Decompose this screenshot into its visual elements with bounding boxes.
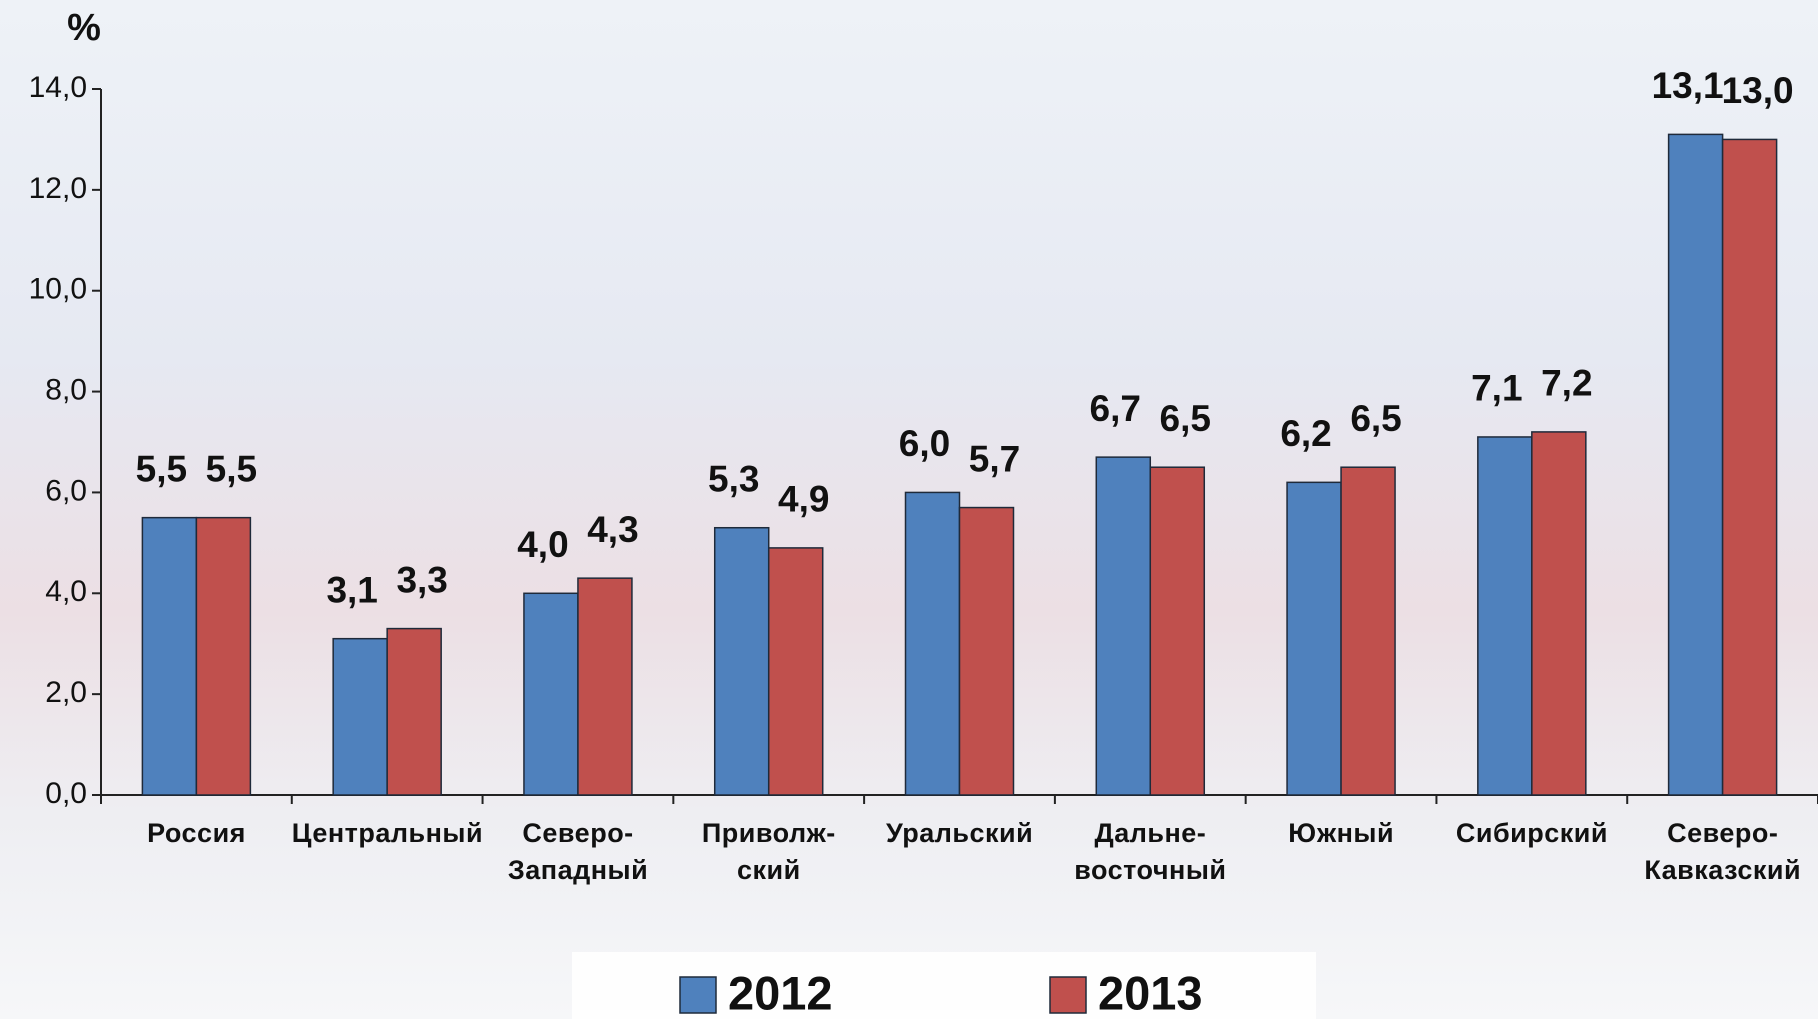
- bar: [1477, 436, 1533, 796]
- value-label: 3,1: [326, 569, 377, 610]
- value-label: 6,5: [1350, 398, 1401, 439]
- x-tick-label: Сибирский: [1455, 818, 1608, 848]
- x-tick-label: Южный: [1288, 818, 1395, 848]
- y-tick-label: 2,0: [45, 676, 87, 709]
- bar: [1667, 133, 1724, 796]
- legend-swatch: [679, 976, 717, 1014]
- bar: [386, 627, 442, 796]
- bar: [767, 547, 824, 796]
- value-label: 4,0: [517, 524, 568, 565]
- value-label: 5,3: [708, 459, 759, 500]
- value-label: 7,1: [1471, 368, 1522, 409]
- bar: [1286, 481, 1342, 796]
- value-label: 5,5: [206, 448, 257, 489]
- bar: [958, 506, 1015, 796]
- bar: [904, 491, 961, 796]
- y-tick-label: 8,0: [45, 373, 87, 406]
- value-label: 4,3: [587, 509, 638, 550]
- value-label: 4,9: [778, 479, 829, 520]
- y-tick-label: 4,0: [45, 575, 87, 608]
- bar: [577, 577, 633, 796]
- bar: [195, 516, 252, 796]
- x-tick-label: Северо- Кавказский: [1644, 818, 1802, 885]
- value-label: 5,7: [969, 438, 1020, 479]
- x-tick-label: Центральный: [291, 818, 484, 848]
- y-tick-label: 10,0: [29, 273, 87, 306]
- legend-label: 2012: [728, 966, 833, 1019]
- bar: [523, 592, 579, 796]
- value-label: 5,5: [136, 448, 187, 489]
- legend-swatch: [1049, 976, 1087, 1014]
- bar: [141, 516, 198, 796]
- x-tick-label: Россия: [147, 818, 246, 848]
- value-label: 13,0: [1722, 70, 1794, 111]
- y-axis-label: %: [67, 7, 101, 49]
- x-tick-label: Приволж- ский: [701, 818, 836, 885]
- x-tick-label: Уральский: [885, 818, 1034, 848]
- y-tick-label: 0,0: [45, 777, 87, 810]
- y-tick-label: 6,0: [45, 474, 87, 507]
- value-label: 13,1: [1652, 65, 1724, 106]
- y-tick-label: 14,0: [29, 71, 87, 104]
- bar: [1149, 466, 1206, 796]
- legend-label: 2013: [1098, 966, 1203, 1019]
- value-label: 3,3: [396, 559, 447, 600]
- bar: [1340, 466, 1396, 796]
- x-tick-label: Дальне- восточный: [1074, 818, 1227, 885]
- bar: [713, 526, 770, 796]
- x-tick-label: Северо- Западный: [507, 818, 649, 885]
- bar: [1531, 431, 1587, 796]
- bar: [1721, 138, 1778, 796]
- value-label: 6,2: [1280, 413, 1331, 454]
- y-tick-label: 12,0: [29, 172, 87, 205]
- value-label: 6,5: [1160, 398, 1211, 439]
- value-label: 6,7: [1090, 388, 1141, 429]
- bar: [332, 637, 388, 796]
- value-label: 6,0: [899, 423, 950, 464]
- bar: [1095, 456, 1152, 796]
- value-label: 7,2: [1541, 363, 1592, 404]
